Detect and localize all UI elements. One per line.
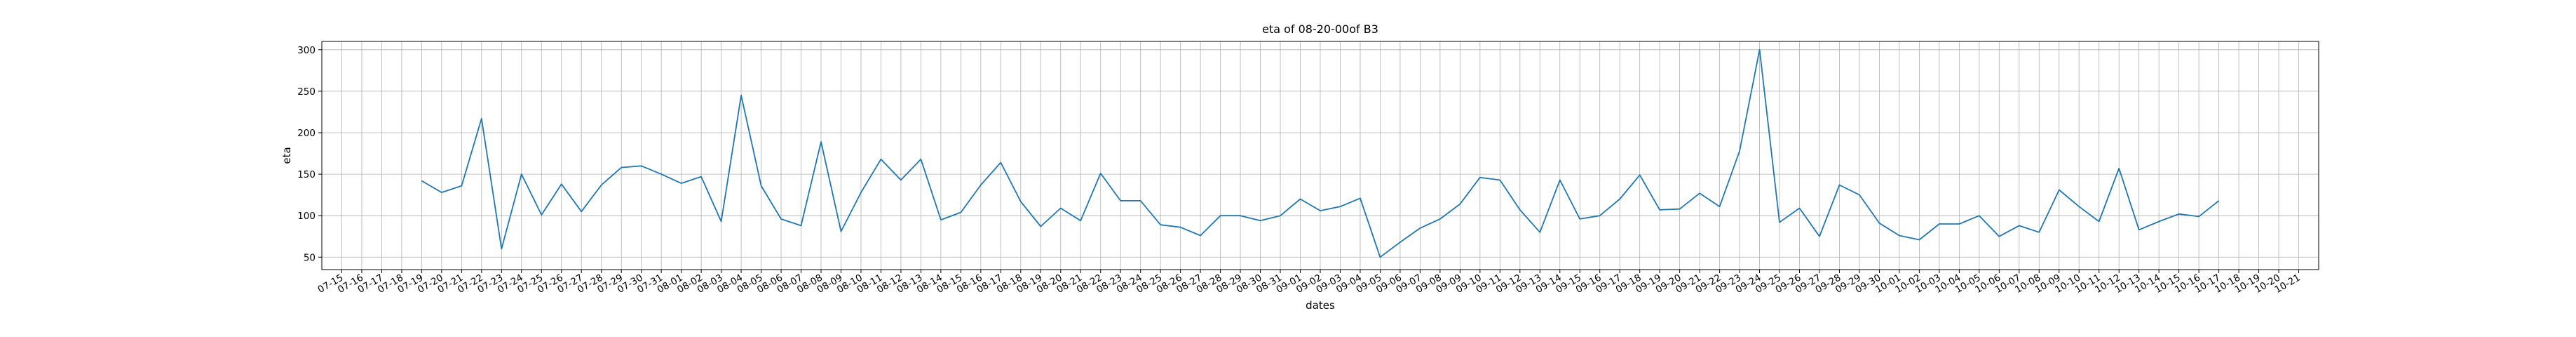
series-line	[421, 48, 2220, 258]
y-axis-title: eta	[280, 147, 293, 164]
y-tick-label: 200	[297, 128, 316, 139]
y-tick-label: 300	[297, 45, 316, 56]
x-axis-title: dates	[1306, 299, 1335, 312]
y-tick-label: 100	[297, 211, 316, 222]
chart-title: eta of 08-20-00of B3	[1262, 22, 1378, 36]
y-tick-label: 150	[297, 169, 316, 180]
y-tick-label: 50	[304, 252, 316, 263]
y-tick-label: 250	[297, 86, 316, 98]
y-axis: 50 100 150 200 250 300	[297, 45, 322, 263]
series-layer	[421, 48, 2220, 258]
grid	[322, 41, 2319, 270]
